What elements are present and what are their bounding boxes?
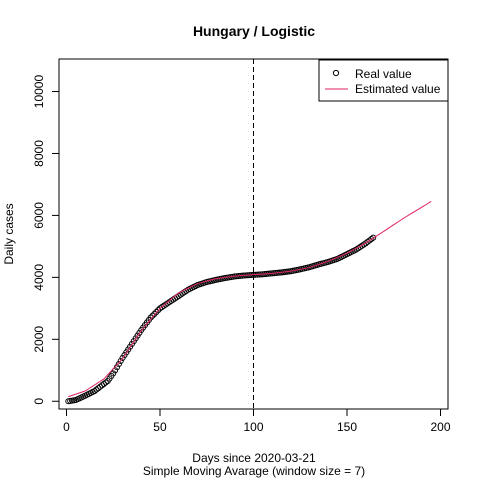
- legend: Real value Estimated value: [318, 59, 449, 102]
- x-tick-label: 50: [153, 420, 167, 434]
- data-point-real-value: [151, 310, 158, 317]
- y-tick-label: 8000: [32, 140, 46, 167]
- chart-title: Hungary / Logistic: [193, 23, 315, 39]
- data-point-real-value: [153, 309, 160, 316]
- y-tick-label: 4000: [32, 264, 46, 291]
- data-point-real-value: [102, 379, 109, 386]
- x-tick-label: 200: [431, 420, 451, 434]
- data-point-real-value: [112, 367, 119, 374]
- y-tick-label: 0: [32, 398, 46, 405]
- plot-area: [65, 59, 432, 409]
- data-point-real-value: [110, 370, 117, 377]
- data-point-real-value: [149, 312, 156, 319]
- data-point-real-value: [368, 236, 375, 243]
- x-axis-subtitle: Simple Moving Avarage (window size = 7): [143, 464, 365, 478]
- x-axis-label: Days since 2020-03-21: [192, 451, 316, 465]
- legend-box: [318, 59, 449, 102]
- data-point-real-value: [117, 357, 124, 365]
- data-point-real-value: [95, 385, 102, 392]
- data-point-real-value: [93, 386, 100, 393]
- data-point-real-value: [91, 387, 98, 395]
- estimated-value-line: [68, 201, 432, 398]
- y-tick-label: 2000: [32, 326, 46, 353]
- data-point-real-value: [115, 361, 122, 368]
- y-axis-label: Daily cases: [2, 203, 16, 264]
- x-tick-label: 100: [243, 420, 263, 434]
- y-tick-label: 10000: [32, 75, 46, 109]
- y-tick-label: 6000: [32, 202, 46, 229]
- data-point-real-value: [97, 383, 104, 390]
- legend-real-value-label: Real value: [355, 67, 412, 81]
- x-tick-label: 150: [337, 420, 357, 434]
- legend-estimated-value-label: Estimated value: [355, 82, 441, 96]
- data-point-real-value: [370, 234, 377, 241]
- x-tick-label: 0: [63, 420, 70, 434]
- legend-real-value-marker: [332, 69, 340, 77]
- data-point-real-value: [155, 307, 162, 314]
